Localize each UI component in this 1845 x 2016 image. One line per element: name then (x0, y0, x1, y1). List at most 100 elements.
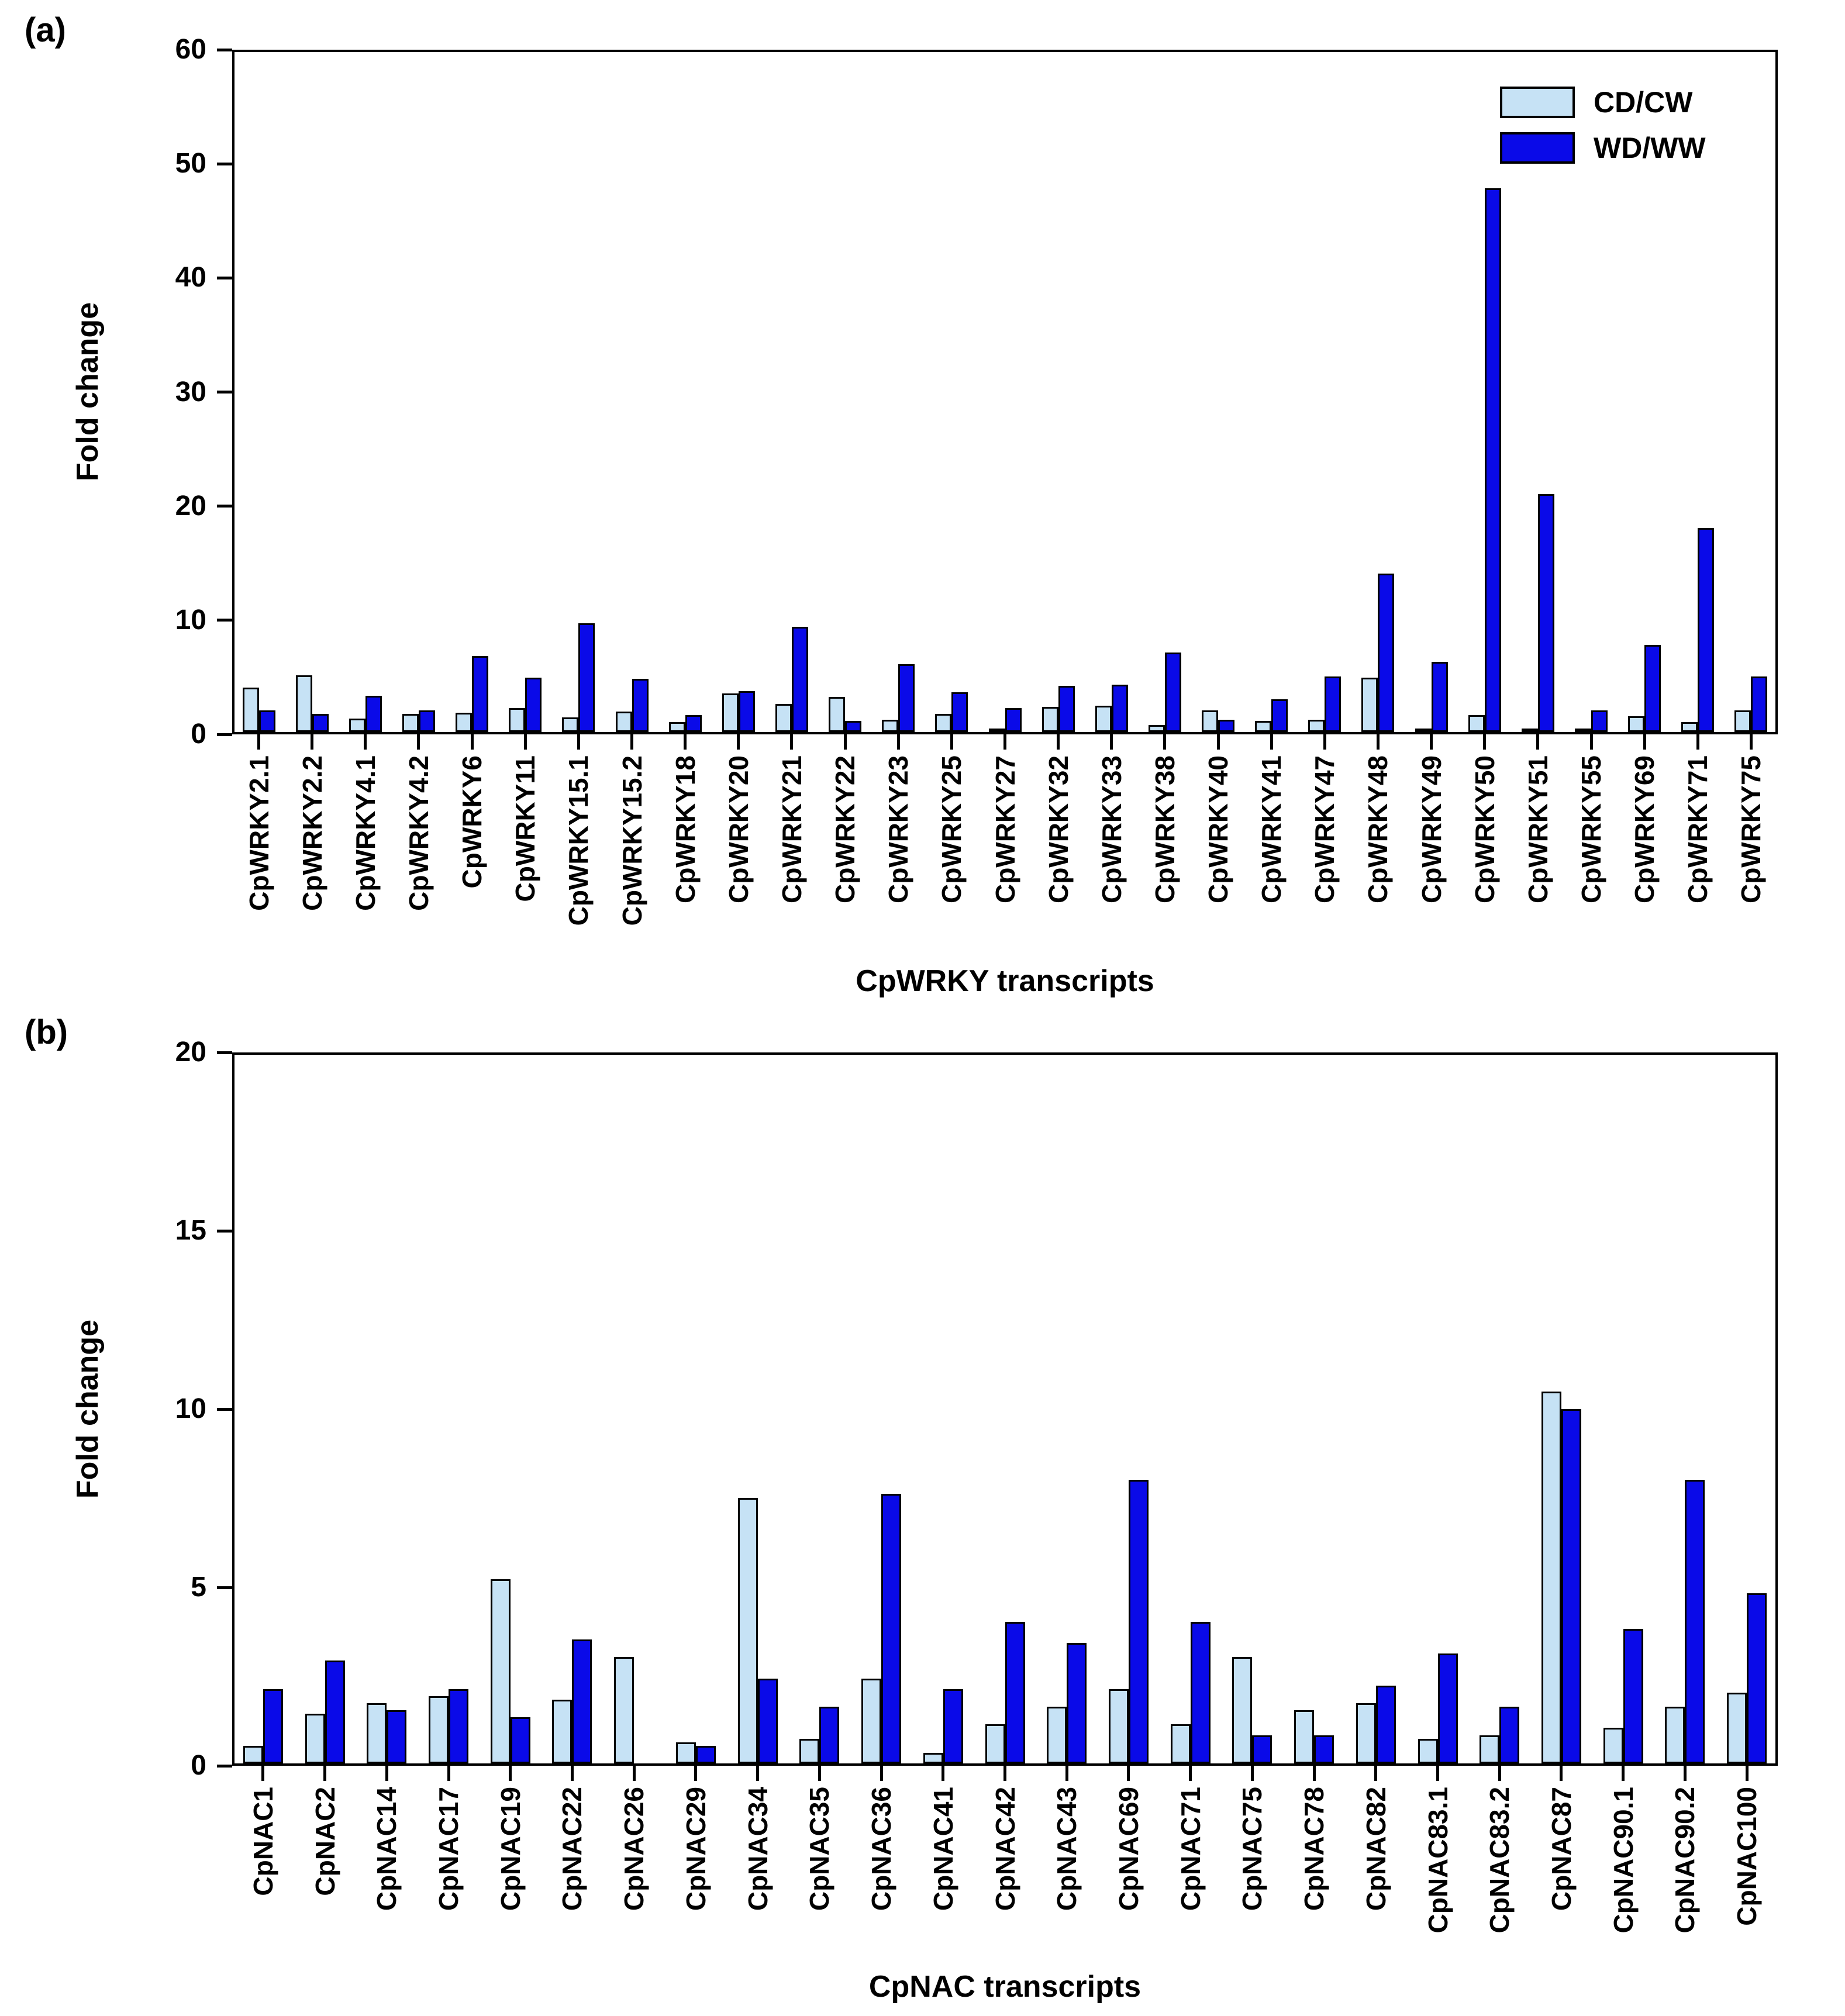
x-category-label: CpNAC78 (1299, 1787, 1330, 1911)
x-tick-mark (950, 734, 953, 750)
bar-wdww-cpwrky2.1 (258, 710, 275, 732)
bar-wdww-cpnac100 (1747, 1593, 1767, 1763)
bar-cdcw-cpwrky2.2 (295, 675, 312, 732)
legend-entry-wdww: WD/WW (1500, 132, 1706, 164)
x-tick-mark (756, 1766, 760, 1781)
bar-wdww-cpnac14 (387, 1710, 407, 1763)
x-category-label: CpWRKY4.2 (403, 755, 434, 911)
bar-wdww-cpwrky47 (1325, 676, 1341, 732)
bar-wdww-cpwrky40 (1218, 719, 1235, 732)
bar-wdww-cpnac43 (1067, 1642, 1087, 1763)
x-category-label: CpNAC22 (557, 1787, 588, 1911)
x-category-label: CpNAC1 (247, 1787, 278, 1896)
x-tick-mark (570, 1766, 574, 1781)
bar-cdcw-cpwrky47 (1308, 719, 1325, 732)
y-tick-mark (217, 276, 232, 279)
legend-label-cdcw: CD/CW (1594, 86, 1693, 119)
plot-area-panel-a (232, 50, 1778, 734)
x-category-label: CpWRKY40 (1203, 755, 1234, 904)
bar-cdcw-cpnac22 (552, 1699, 573, 1763)
x-category-label: CpNAC17 (433, 1787, 464, 1911)
x-tick-mark (1589, 734, 1593, 750)
x-category-label: CpWRKY11 (510, 755, 541, 902)
bar-cdcw-cpwrky2.1 (242, 688, 259, 732)
bar-wdww-cpwrky27 (1005, 708, 1022, 732)
x-tick-mark (311, 734, 314, 750)
x-tick-mark (1189, 1766, 1192, 1781)
bar-wdww-cpwrky32 (1058, 685, 1075, 732)
bar-wdww-cpnac69 (1128, 1480, 1149, 1763)
x-category-label: CpNAC82 (1360, 1787, 1391, 1911)
x-category-label: CpNAC34 (742, 1787, 773, 1911)
x-category-label: CpWRKY21 (776, 755, 807, 904)
x-tick-mark (1065, 1766, 1068, 1781)
x-category-label: CpWRKY2.2 (296, 755, 327, 911)
x-tick-mark (942, 1766, 945, 1781)
x-tick-mark (261, 1766, 265, 1781)
x-tick-mark (1057, 734, 1060, 750)
bar-wdww-cpwrky50 (1484, 188, 1501, 732)
bar-wdww-cpwrky4.1 (365, 695, 382, 732)
x-tick-mark (385, 1766, 388, 1781)
x-tick-mark (684, 734, 687, 750)
x-tick-mark (1374, 1766, 1378, 1781)
bar-cdcw-cpnac36 (861, 1678, 882, 1763)
bar-wdww-cpwrky55 (1591, 710, 1608, 732)
y-tick-mark (217, 48, 232, 51)
bar-wdww-cpwrky18 (685, 714, 702, 732)
x-category-label: CpWRKY69 (1629, 755, 1660, 904)
bar-wdww-cpwrky69 (1644, 644, 1661, 732)
y-tick-mark (217, 1764, 232, 1768)
y-axis-title-panel-b: Fold change (71, 1319, 105, 1499)
y-tick-label: 5 (191, 1572, 206, 1603)
bar-cdcw-cpnac35 (799, 1738, 820, 1763)
y-tick-label: 60 (175, 34, 206, 65)
x-axis-title-panel-a: CpWRKY transcripts (856, 964, 1154, 998)
bar-cdcw-cpwrky75 (1734, 710, 1751, 732)
bar-wdww-cpnac83.1 (1437, 1653, 1458, 1763)
bar-cdcw-cpwrky23 (882, 719, 899, 732)
bar-cdcw-cpnac17 (429, 1696, 449, 1763)
x-tick-mark (790, 734, 794, 750)
x-tick-mark (1163, 734, 1167, 750)
bar-wdww-cpwrky71 (1698, 528, 1715, 732)
y-tick-mark (217, 733, 232, 736)
x-tick-mark (1312, 1766, 1316, 1781)
x-tick-mark (1376, 734, 1380, 750)
bar-wdww-cpnac75 (1252, 1735, 1272, 1763)
bar-cdcw-cpwrky4.1 (349, 718, 365, 732)
y-tick-mark (217, 1051, 232, 1054)
x-category-label: CpWRKY41 (1256, 755, 1287, 904)
bar-wdww-cpnac19 (510, 1717, 530, 1763)
bar-wdww-cpnac22 (572, 1639, 592, 1763)
bar-cdcw-cpwrky27 (988, 729, 1005, 732)
y-tick-mark (217, 505, 232, 508)
x-tick-mark (523, 734, 527, 750)
x-category-label: CpNAC75 (1237, 1787, 1268, 1911)
bar-cdcw-cpwrky15.1 (562, 717, 579, 732)
y-tick-label: 10 (175, 1393, 206, 1424)
legend-swatch-cdcw (1500, 87, 1575, 118)
x-category-label: CpWRKY27 (989, 755, 1020, 904)
x-category-label: CpWRKY50 (1469, 755, 1500, 904)
bar-wdww-cpwrky51 (1537, 493, 1554, 732)
x-category-label: CpWRKY47 (1309, 755, 1340, 904)
bar-cdcw-cpwrky11 (509, 708, 526, 732)
x-tick-mark (1270, 734, 1273, 750)
bar-cdcw-cpwrky69 (1628, 716, 1645, 732)
y-tick-label: 50 (175, 148, 206, 179)
bar-wdww-cpwrky2.2 (312, 714, 329, 732)
bar-cdcw-cpnac29 (675, 1742, 696, 1763)
x-category-label: CpNAC14 (371, 1787, 402, 1911)
y-tick-label: 30 (175, 376, 206, 408)
x-tick-mark (1696, 734, 1699, 750)
bar-wdww-cpwrky25 (951, 692, 968, 732)
x-category-label: CpNAC2 (309, 1787, 340, 1896)
bar-cdcw-cpwrky4.2 (402, 714, 419, 732)
bar-cdcw-cpnac1 (243, 1745, 263, 1763)
x-tick-mark (1127, 1766, 1130, 1781)
x-tick-mark (364, 734, 367, 750)
bar-cdcw-cpwrky32 (1042, 707, 1058, 732)
x-category-label: CpNAC36 (866, 1787, 897, 1911)
y-tick-mark (217, 391, 232, 393)
